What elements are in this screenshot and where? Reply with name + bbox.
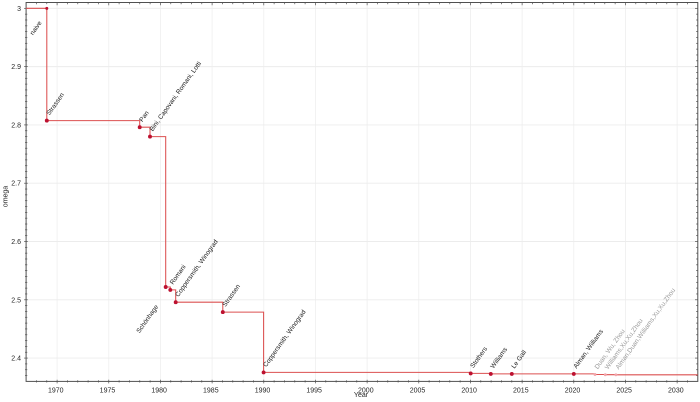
svg-text:2000: 2000 [358,387,374,394]
svg-text:2020: 2020 [565,387,581,394]
svg-text:2.9: 2.9 [11,64,21,71]
svg-text:1985: 1985 [203,387,219,394]
svg-text:3: 3 [17,6,21,13]
svg-text:2.4: 2.4 [11,356,21,363]
svg-text:2.5: 2.5 [11,297,21,304]
svg-text:1990: 1990 [255,387,271,394]
svg-text:2030: 2030 [668,387,684,394]
svg-text:2.6: 2.6 [11,239,21,246]
svg-text:1980: 1980 [151,387,167,394]
svg-text:2015: 2015 [513,387,529,394]
svg-text:omega: omega [3,186,10,208]
svg-text:2.8: 2.8 [11,122,21,129]
svg-text:1970: 1970 [48,387,64,394]
svg-text:2.7: 2.7 [11,181,21,188]
svg-text:2025: 2025 [616,387,632,394]
svg-text:1995: 1995 [306,387,322,394]
svg-text:2010: 2010 [461,387,477,394]
svg-text:Year: Year [354,392,369,399]
svg-text:2005: 2005 [410,387,426,394]
svg-text:1975: 1975 [100,387,116,394]
